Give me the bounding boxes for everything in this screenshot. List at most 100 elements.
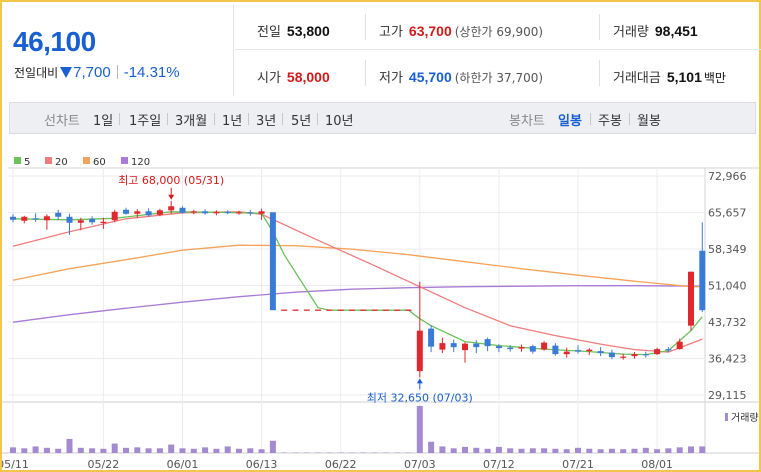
candle-body: [462, 343, 468, 351]
divider: [590, 113, 591, 125]
volume-bar: [179, 448, 186, 453]
divider: [282, 113, 283, 125]
stat-label: 전일: [257, 25, 281, 40]
y-tick-label: 43,732: [708, 316, 747, 329]
volume-bar: [247, 448, 254, 453]
period-3m[interactable]: 3개월: [175, 114, 208, 129]
period-3y[interactable]: 3년: [256, 114, 277, 129]
x-tick-label: 06/22: [325, 458, 357, 470]
candle-body: [258, 211, 265, 214]
volume-bar: [258, 449, 265, 453]
stat-volume: 거래량 98,451: [613, 21, 698, 40]
stat-label: 거래량: [613, 25, 649, 40]
x-tick-label: 07/21: [562, 458, 594, 470]
volume-bar: [552, 448, 559, 453]
stat-sub: (상한가 69,900): [454, 25, 544, 39]
volume-bar: [89, 448, 96, 453]
period-5y[interactable]: 5년: [291, 114, 312, 129]
low-arrow-head: [416, 378, 423, 384]
divider: [365, 60, 366, 86]
y-tick-label: 58,349: [708, 243, 747, 256]
divider: [599, 14, 600, 40]
volume-bar: [190, 448, 197, 453]
divider: [317, 113, 318, 125]
change-rate: -14.31%: [123, 64, 180, 81]
volume-bar: [518, 448, 525, 453]
volume-bar: [439, 446, 446, 453]
volume-bar: [575, 447, 581, 453]
candle-body: [213, 211, 220, 214]
legend-swatch: [83, 157, 90, 164]
candle-body: [642, 354, 649, 356]
candle-daily[interactable]: 일봉: [558, 114, 582, 129]
volume-bar: [21, 448, 28, 453]
y-tick-label: 72,966: [708, 170, 747, 183]
y-tick-label: 29,115: [708, 389, 747, 402]
stat-value: 63,700: [408, 23, 452, 39]
candle-body: [620, 356, 627, 358]
candle-body: [688, 271, 694, 326]
candle-body: [168, 206, 175, 211]
volume-bar: [77, 447, 84, 453]
divider: [365, 14, 366, 40]
x-tick-label: 07/12: [483, 458, 515, 470]
volume-bar: [428, 441, 435, 453]
volume-bar: [495, 446, 502, 453]
volume-bar: [642, 447, 649, 453]
volume-bar: [10, 447, 16, 453]
candle-body: [32, 218, 39, 220]
volume-bar: [168, 444, 175, 453]
candle-body: [55, 212, 62, 217]
chart-toolbar: 선차트 1일 1주일 3개월 1년 3년 5년 10년 봉차트 일봉 주봉 월봉: [9, 102, 756, 134]
stat-prev-close: 전일 53,800: [257, 21, 330, 40]
volume-bar: [236, 448, 242, 453]
y-tick-label: 51,040: [708, 280, 747, 293]
stat-label: 고가: [379, 25, 403, 40]
high-annotation: 최고 68,000 (05/31): [118, 174, 224, 187]
candle-body: [179, 207, 186, 213]
candle-monthly[interactable]: 월봉: [637, 114, 661, 129]
candle-body: [202, 211, 209, 214]
candle-body: [66, 216, 73, 223]
period-10y[interactable]: 10년: [325, 114, 354, 129]
volume-bar: [55, 448, 62, 453]
change-label: 전일대비: [14, 66, 59, 80]
x-tick-label: 06/13: [246, 458, 278, 470]
x-tick-label: 08/01: [641, 458, 673, 470]
candle-body: [123, 209, 129, 214]
candle-body: [529, 346, 536, 352]
stats-row-2: 시가 58,000 저가 45,700 (하한가 37,700) 거래대금 5,101 백…: [235, 50, 761, 96]
candle-body: [541, 342, 548, 350]
stat-value: 58,000: [286, 69, 330, 85]
candle-body: [518, 347, 525, 349]
candle-body: [597, 351, 604, 354]
candle-weekly[interactable]: 주봉: [598, 114, 622, 129]
volume-bar: [202, 447, 209, 453]
low-annotation: 최저 32,650 (07/03): [367, 391, 473, 404]
volume-bar: [676, 447, 683, 453]
candle-body: [247, 212, 254, 214]
volume-bar: [665, 448, 672, 453]
candle-body: [586, 349, 593, 352]
period-1d[interactable]: 1일: [93, 114, 114, 129]
volume-bar: [620, 449, 627, 453]
divider: [167, 113, 168, 125]
volume-bar: [597, 449, 604, 453]
divider: [214, 113, 215, 125]
candle-body: [575, 350, 581, 352]
stat-high: 고가 63,700 (상한가 69,900): [379, 21, 543, 40]
period-1y[interactable]: 1년: [222, 114, 243, 129]
candle-body: [676, 341, 683, 350]
legend-swatch: [121, 157, 128, 164]
stat-open: 시가 58,000: [257, 67, 330, 86]
period-1w[interactable]: 1주일: [129, 114, 162, 129]
volume-bar: [269, 440, 276, 453]
legend-label: 60: [93, 157, 106, 168]
volume-legend-swatch: [725, 413, 728, 421]
legend-swatch: [14, 157, 21, 164]
quote-stats: 전일 53,800 고가 63,700 (상한가 69,900) 거래량 98,451 …: [235, 4, 761, 96]
candle-body: [473, 343, 480, 348]
candle-body: [654, 349, 661, 355]
stat-value: 5,101: [666, 69, 702, 85]
